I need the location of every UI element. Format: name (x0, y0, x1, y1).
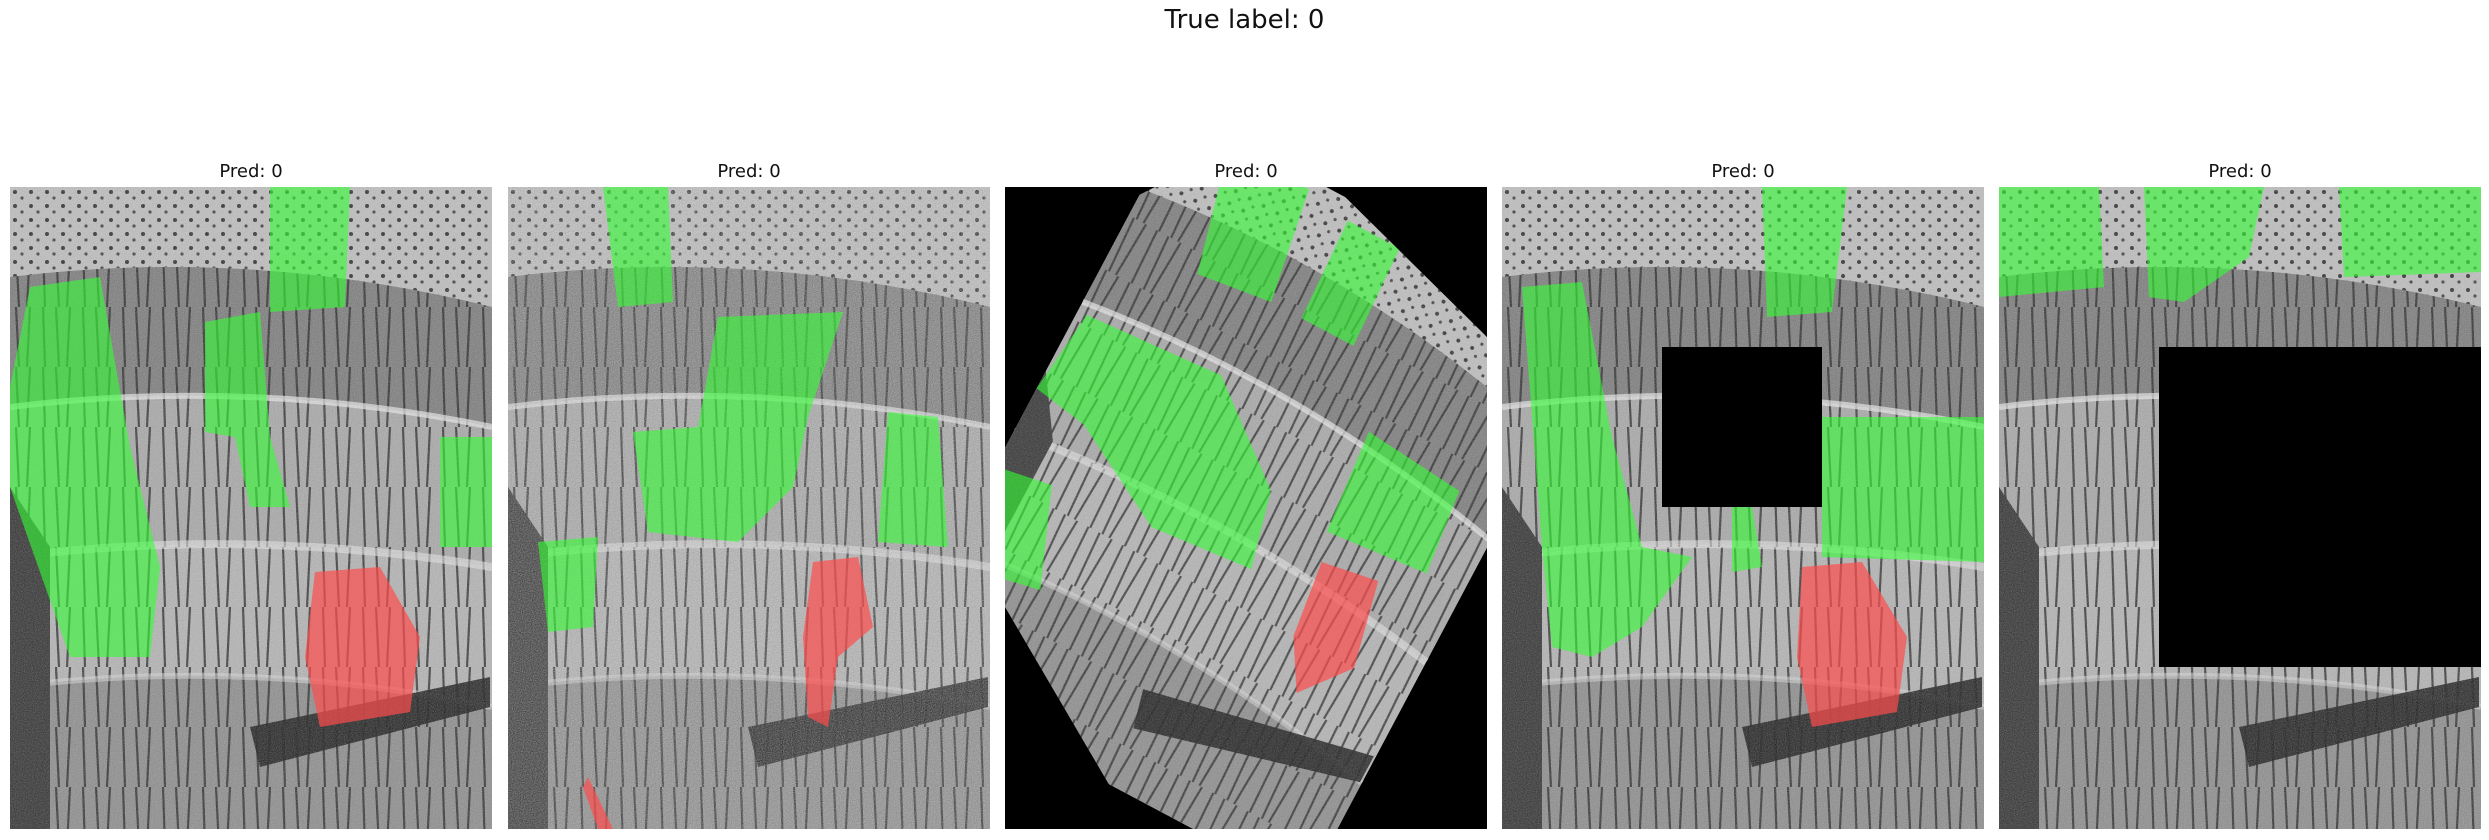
positive-region-overlay (1522, 187, 1984, 657)
positive-region-overlay (10, 187, 492, 657)
positive-region-overlay (1005, 187, 1460, 591)
panel-title: Pred: 0 (1214, 161, 1278, 182)
negative-region-overlay (305, 567, 420, 727)
panel-title: Pred: 0 (2208, 161, 2272, 182)
negative-region-overlay (583, 557, 873, 829)
panel-small-occlusion: Pred: 0 (1502, 160, 1984, 829)
explanation-image (1999, 187, 2481, 829)
panel-noise: Pred: 0 (508, 160, 990, 829)
explanation-image (1005, 187, 1487, 829)
explanation-image (10, 187, 492, 829)
occlusion-patch (2159, 347, 2481, 667)
panel-original: Pred: 0 (10, 160, 492, 829)
occlusion-patch (1662, 347, 1822, 507)
explanation-image (1502, 187, 1984, 829)
figure-title: True label: 0 (1164, 5, 1325, 35)
positive-region-overlay (538, 187, 948, 632)
panel-large-occlusion: Pred: 0 (1999, 160, 2481, 829)
explanation-image (508, 187, 990, 829)
panel-title: Pred: 0 (219, 161, 283, 182)
panel-rotation: Pred: 0 (1005, 160, 1487, 829)
negative-region-overlay (1797, 562, 1907, 727)
panel-title: Pred: 0 (1711, 161, 1775, 182)
negative-region-overlay (1293, 562, 1379, 693)
panel-title: Pred: 0 (717, 161, 781, 182)
positive-region-overlay (1999, 187, 2481, 302)
